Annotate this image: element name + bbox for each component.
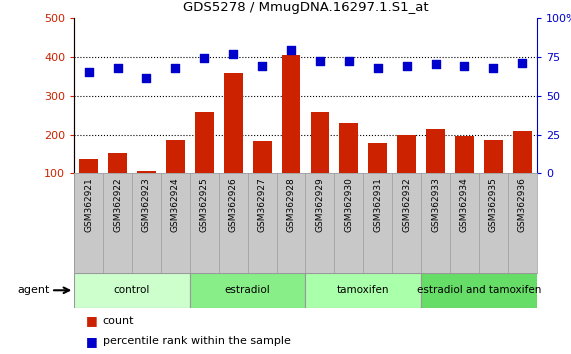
Point <box>84 69 93 75</box>
Point <box>315 58 324 64</box>
Text: GSM362928: GSM362928 <box>287 177 296 232</box>
Text: GSM362927: GSM362927 <box>258 177 267 232</box>
Point <box>113 65 122 70</box>
Text: percentile rank within the sample: percentile rank within the sample <box>103 336 291 346</box>
Text: ■: ■ <box>86 335 98 348</box>
Text: tamoxifen: tamoxifen <box>337 285 389 295</box>
Text: GSM362926: GSM362926 <box>229 177 238 232</box>
Bar <box>79 159 98 173</box>
Text: ■: ■ <box>86 314 98 327</box>
Title: GDS5278 / MmugDNA.16297.1.S1_at: GDS5278 / MmugDNA.16297.1.S1_at <box>183 1 428 14</box>
Point <box>373 65 383 70</box>
Bar <box>421 273 537 308</box>
Text: GSM362934: GSM362934 <box>460 177 469 232</box>
Bar <box>190 273 305 308</box>
Text: control: control <box>114 285 150 295</box>
Text: GSM362921: GSM362921 <box>84 177 93 232</box>
Point <box>460 63 469 69</box>
Text: GSM362924: GSM362924 <box>171 177 180 232</box>
Bar <box>311 112 329 173</box>
Point <box>200 55 209 61</box>
Bar <box>74 273 190 308</box>
Bar <box>455 136 474 173</box>
Text: GSM362932: GSM362932 <box>402 177 411 232</box>
Text: GSM362930: GSM362930 <box>344 177 353 232</box>
Point <box>489 65 498 70</box>
Bar <box>339 123 358 173</box>
Bar <box>224 73 243 173</box>
Bar <box>166 140 185 173</box>
Point <box>431 62 440 67</box>
Point <box>142 76 151 81</box>
Bar <box>513 131 532 173</box>
Text: GSM362933: GSM362933 <box>431 177 440 232</box>
Point <box>344 58 353 64</box>
Bar <box>426 129 445 173</box>
Text: GSM362925: GSM362925 <box>200 177 209 232</box>
Bar <box>195 112 214 173</box>
Text: count: count <box>103 316 134 326</box>
Bar <box>368 143 387 173</box>
Bar <box>253 141 272 173</box>
Point <box>228 51 238 56</box>
Text: estradiol: estradiol <box>225 285 271 295</box>
Text: GSM362936: GSM362936 <box>518 177 527 232</box>
Point <box>518 60 527 66</box>
Text: GSM362931: GSM362931 <box>373 177 382 232</box>
Text: GSM362929: GSM362929 <box>315 177 324 232</box>
Point <box>402 63 411 69</box>
Text: GSM362923: GSM362923 <box>142 177 151 232</box>
Bar <box>108 153 127 173</box>
Text: estradiol and tamoxifen: estradiol and tamoxifen <box>417 285 541 295</box>
Text: GSM362922: GSM362922 <box>113 177 122 232</box>
Bar <box>282 56 300 173</box>
Bar <box>397 135 416 173</box>
Bar <box>137 171 156 173</box>
Point <box>171 65 180 70</box>
Bar <box>484 140 503 173</box>
Text: GSM362935: GSM362935 <box>489 177 498 232</box>
Bar <box>305 273 421 308</box>
Point <box>258 63 267 69</box>
Text: agent: agent <box>17 285 50 295</box>
Point <box>287 47 296 53</box>
